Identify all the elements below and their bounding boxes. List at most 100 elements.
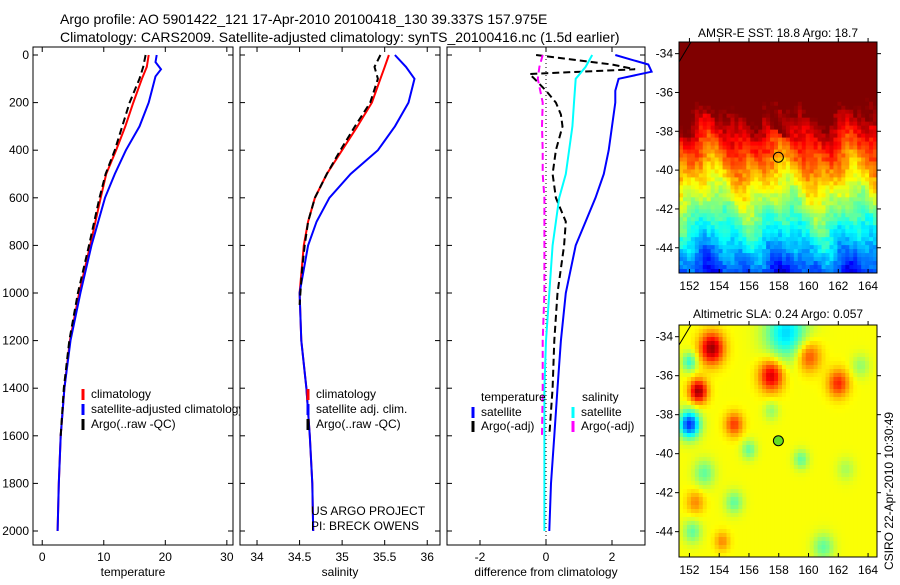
heatmap-cell <box>826 161 830 165</box>
heatmap-cell <box>829 469 833 474</box>
heatmap-cell <box>861 357 865 362</box>
heatmap-cell <box>841 181 845 185</box>
heatmap-cell <box>766 241 770 245</box>
heatmap-cell <box>707 401 711 406</box>
heatmap-cell <box>691 413 695 418</box>
heatmap-cell <box>833 54 837 58</box>
heatmap-cell <box>699 90 703 94</box>
heatmap-cell <box>691 401 695 406</box>
heatmap-cell <box>754 341 758 346</box>
heatmap-cell <box>865 333 869 338</box>
heatmap-cell <box>715 138 719 142</box>
heatmap-cell <box>738 134 742 138</box>
heatmap-cell <box>778 473 782 478</box>
heatmap-cell <box>829 173 833 177</box>
heatmap-cell <box>833 425 837 430</box>
heatmap-cell <box>869 425 873 430</box>
heatmap-cell <box>786 158 790 162</box>
heatmap-cell <box>806 245 810 249</box>
heatmap-cell <box>849 381 853 386</box>
heatmap-cell <box>849 353 853 358</box>
heatmap-cell <box>774 126 778 130</box>
heatmap-cell <box>707 385 711 390</box>
heatmap-cell <box>829 465 833 470</box>
heatmap-cell <box>770 50 774 54</box>
heatmap-cell <box>770 349 774 354</box>
heatmap-cell <box>790 257 794 261</box>
heatmap-cell <box>790 325 794 330</box>
heatmap-cell <box>869 233 873 237</box>
heatmap-cell <box>683 142 687 146</box>
heatmap-cell <box>802 102 806 106</box>
heatmap-cell <box>727 401 731 406</box>
heatmap-cell <box>679 46 683 50</box>
x-tick-label: 162 <box>828 279 848 293</box>
heatmap-cell <box>750 329 754 334</box>
heatmap-cell <box>770 114 774 118</box>
heatmap-cell <box>837 181 841 185</box>
heatmap-cell <box>822 86 826 90</box>
heatmap-cell <box>798 445 802 450</box>
heatmap-cell <box>841 413 845 418</box>
heatmap-cell <box>806 453 810 458</box>
heatmap-cell <box>833 465 837 470</box>
heatmap-cell <box>829 62 833 66</box>
heatmap-cell <box>837 365 841 370</box>
heatmap-cell <box>857 90 861 94</box>
heatmap-cell <box>849 221 853 225</box>
heatmap-cell <box>869 150 873 154</box>
heatmap-cell <box>849 98 853 102</box>
heatmap-cell <box>822 54 826 58</box>
heatmap-cell <box>802 425 806 430</box>
heatmap-cell <box>782 369 786 374</box>
heatmap-cell <box>782 221 786 225</box>
heatmap-cell <box>778 66 782 70</box>
heatmap-cell <box>790 225 794 229</box>
heatmap-cell <box>762 257 766 261</box>
heatmap-cell <box>754 401 758 406</box>
heatmap-cell <box>794 126 798 130</box>
heatmap-cell <box>849 185 853 189</box>
heatmap-cell <box>814 229 818 233</box>
heatmap-cell <box>837 54 841 58</box>
heatmap-cell <box>833 181 837 185</box>
heatmap-cell <box>861 138 865 142</box>
heatmap-cell <box>829 349 833 354</box>
heatmap-cell <box>829 221 833 225</box>
heatmap-cell <box>691 389 695 394</box>
heatmap-cell <box>869 325 873 330</box>
heatmap-cell <box>786 449 790 454</box>
heatmap-cell <box>782 473 786 478</box>
heatmap-cell <box>849 425 853 430</box>
heatmap-cell <box>711 213 715 217</box>
heatmap-cell <box>754 42 758 46</box>
heatmap-cell <box>829 229 833 233</box>
heatmap-cell <box>699 209 703 213</box>
heatmap-cell <box>841 449 845 454</box>
heatmap-cell <box>754 134 758 138</box>
heatmap-cell <box>738 429 742 434</box>
heatmap-cell <box>822 469 826 474</box>
heatmap-cell <box>814 102 818 106</box>
heatmap-cell <box>814 225 818 229</box>
heatmap-cell <box>695 453 699 458</box>
heatmap-cell <box>778 209 782 213</box>
heatmap-cell <box>742 217 746 221</box>
heatmap-cell <box>786 437 790 442</box>
heatmap-cell <box>770 329 774 334</box>
heatmap-cell <box>727 146 731 150</box>
heatmap-cell <box>719 118 723 122</box>
heatmap-cell <box>699 377 703 382</box>
heatmap-cell <box>715 177 719 181</box>
heatmap-cell <box>841 138 845 142</box>
heatmap-cell <box>865 441 869 446</box>
heatmap-cell <box>715 417 719 422</box>
heatmap-cell <box>782 265 786 269</box>
heatmap-cell <box>833 449 837 454</box>
heatmap-cell <box>730 209 734 213</box>
heatmap-cell <box>723 106 727 110</box>
heatmap-cell <box>782 150 786 154</box>
heatmap-cell <box>833 122 837 126</box>
heatmap-cell <box>818 177 822 181</box>
heatmap-cell <box>754 405 758 410</box>
